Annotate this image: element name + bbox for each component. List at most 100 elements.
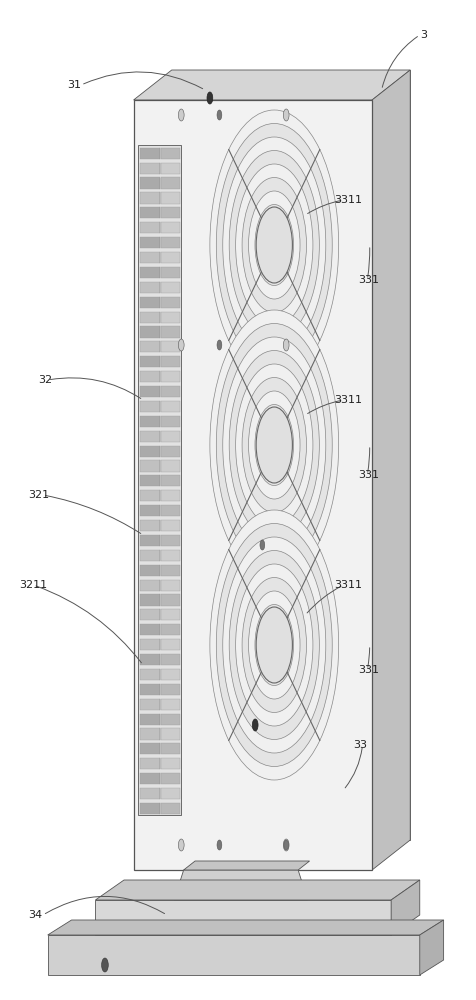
Bar — [160, 758, 180, 769]
Ellipse shape — [209, 510, 338, 780]
Bar — [140, 714, 159, 725]
Bar — [140, 192, 159, 204]
Ellipse shape — [248, 191, 299, 299]
Bar — [138, 145, 181, 815]
Bar — [140, 312, 159, 323]
Text: 331: 331 — [357, 665, 378, 675]
Bar — [160, 460, 180, 472]
Ellipse shape — [267, 432, 280, 458]
Bar — [140, 401, 159, 412]
Ellipse shape — [222, 537, 325, 753]
Bar — [160, 416, 180, 427]
Bar — [140, 178, 159, 189]
Text: 331: 331 — [357, 275, 378, 285]
Bar — [160, 341, 180, 352]
Ellipse shape — [256, 207, 292, 283]
Ellipse shape — [216, 123, 331, 366]
Text: 3311: 3311 — [333, 395, 361, 405]
Bar — [160, 639, 180, 650]
Bar — [140, 341, 159, 352]
Bar — [140, 669, 159, 680]
Text: 31: 31 — [67, 80, 80, 90]
Bar — [140, 475, 159, 486]
Bar — [140, 163, 159, 174]
Bar — [160, 728, 180, 740]
Text: 321: 321 — [29, 490, 50, 500]
Bar — [140, 490, 159, 501]
Bar — [140, 803, 159, 814]
Ellipse shape — [209, 110, 338, 380]
Bar — [160, 788, 180, 799]
Text: 3311: 3311 — [333, 195, 361, 205]
Bar — [160, 594, 180, 606]
Polygon shape — [48, 920, 443, 935]
Bar — [140, 580, 159, 591]
Circle shape — [283, 839, 288, 851]
Ellipse shape — [241, 578, 306, 712]
Bar — [140, 609, 159, 620]
Ellipse shape — [216, 524, 331, 766]
Polygon shape — [133, 100, 371, 870]
Bar — [160, 580, 180, 591]
Polygon shape — [371, 70, 409, 870]
Bar — [160, 475, 180, 486]
Polygon shape — [133, 70, 409, 100]
Circle shape — [252, 719, 258, 731]
Text: 33: 33 — [352, 740, 366, 750]
Ellipse shape — [248, 391, 299, 499]
Ellipse shape — [267, 232, 280, 258]
Bar — [160, 535, 180, 546]
Bar — [140, 460, 159, 472]
Bar — [160, 312, 180, 323]
Bar — [140, 356, 159, 367]
Bar — [160, 222, 180, 233]
Ellipse shape — [228, 150, 318, 340]
Ellipse shape — [261, 618, 287, 672]
Bar — [140, 148, 159, 159]
Bar — [160, 163, 180, 174]
Bar — [140, 773, 159, 784]
Ellipse shape — [209, 310, 338, 580]
Bar — [140, 654, 159, 665]
Bar — [140, 297, 159, 308]
Bar — [160, 669, 180, 680]
Polygon shape — [419, 920, 443, 975]
Circle shape — [217, 840, 221, 850]
Text: 331: 331 — [357, 470, 378, 480]
Bar — [160, 684, 180, 695]
Bar — [140, 282, 159, 293]
Text: 32: 32 — [38, 375, 52, 385]
Ellipse shape — [222, 337, 325, 553]
Bar — [160, 490, 180, 501]
Ellipse shape — [241, 377, 306, 512]
Ellipse shape — [216, 324, 331, 566]
Bar — [140, 371, 159, 382]
Bar — [160, 446, 180, 457]
Bar — [160, 565, 180, 576]
Circle shape — [283, 840, 288, 850]
Ellipse shape — [256, 407, 292, 483]
Bar — [160, 699, 180, 710]
Bar — [140, 252, 159, 263]
Ellipse shape — [254, 404, 293, 486]
Bar — [140, 520, 159, 531]
Bar — [140, 207, 159, 218]
Bar — [140, 237, 159, 248]
Bar — [140, 446, 159, 457]
Polygon shape — [48, 935, 419, 975]
Bar — [140, 267, 159, 278]
Bar — [160, 654, 180, 665]
Circle shape — [101, 958, 108, 972]
Text: 3211: 3211 — [19, 580, 47, 590]
Bar — [140, 699, 159, 710]
Bar — [140, 505, 159, 516]
Text: 34: 34 — [29, 910, 43, 920]
Circle shape — [259, 540, 264, 550]
Circle shape — [178, 109, 184, 121]
Ellipse shape — [256, 607, 292, 683]
Bar — [140, 386, 159, 397]
Polygon shape — [95, 880, 419, 900]
Circle shape — [207, 92, 212, 104]
Ellipse shape — [222, 137, 325, 353]
Polygon shape — [174, 870, 307, 900]
